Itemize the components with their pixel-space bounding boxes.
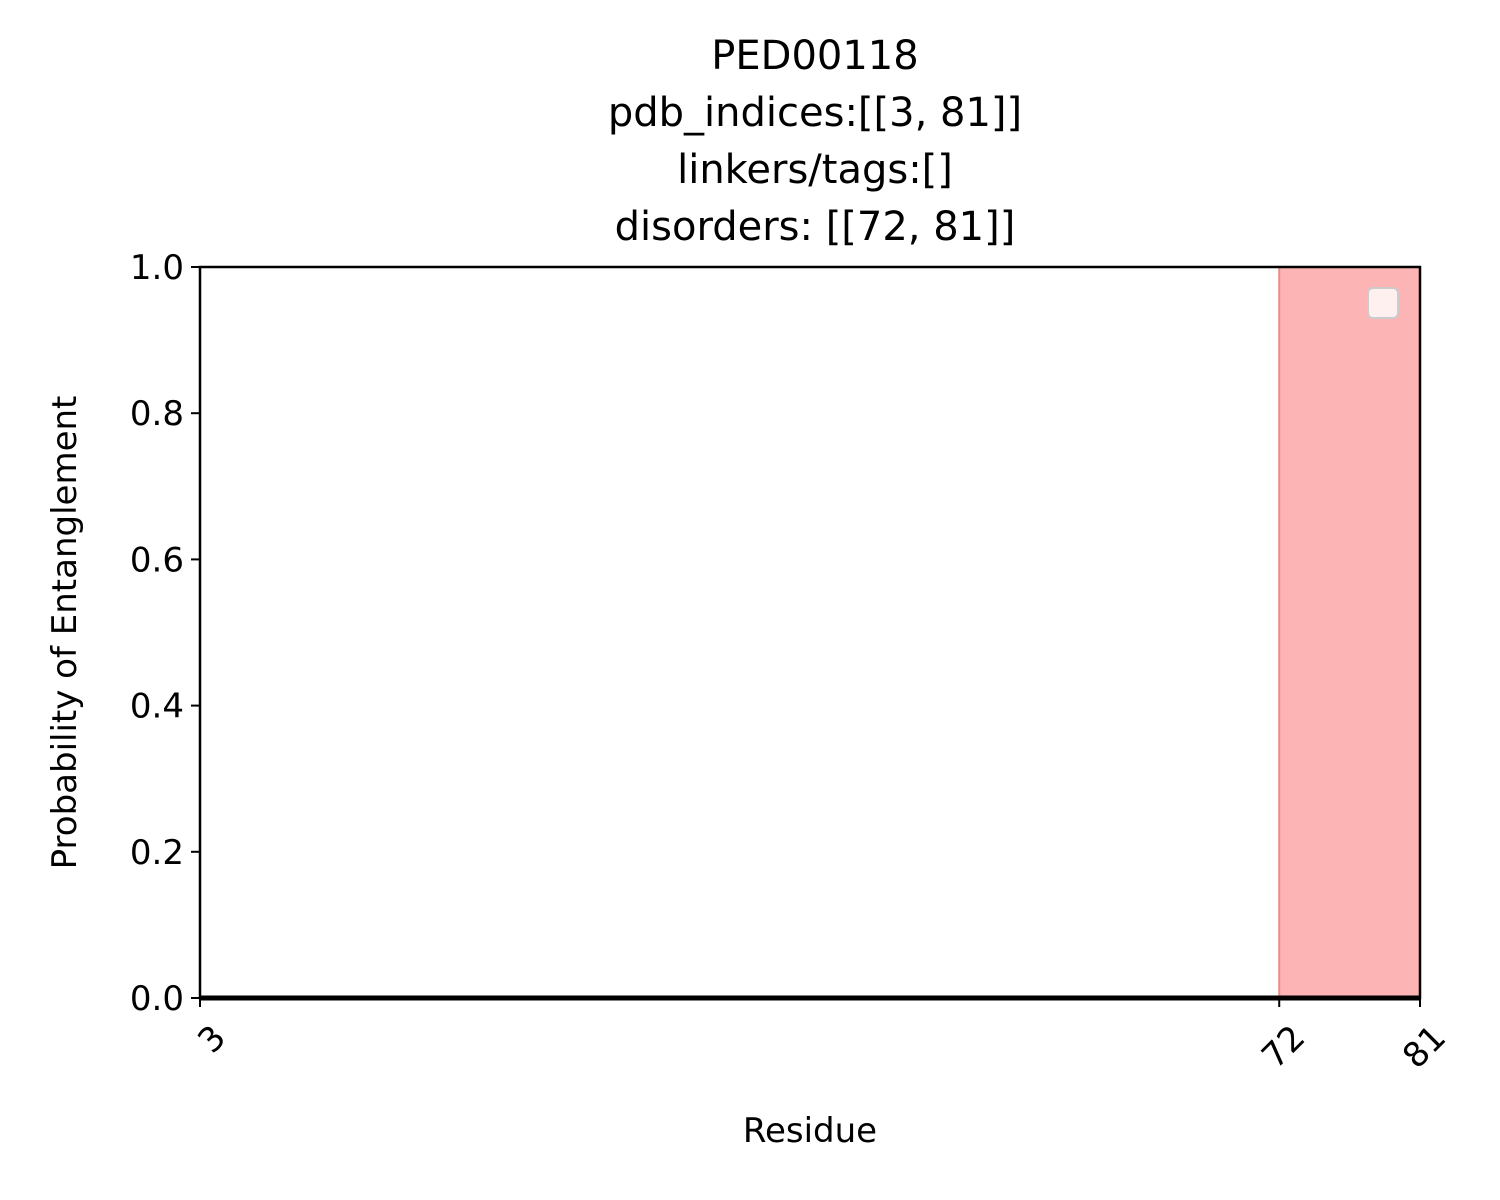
title-line-3: linkers/tags:[] [677, 147, 953, 193]
y-tick-label: 0.4 [130, 687, 184, 727]
disorder-region-0 [1279, 267, 1420, 998]
title-line-1: PED00118 [711, 33, 919, 79]
y-axis-ticks: 0.0 0.2 0.4 0.6 0.8 1.0 [130, 248, 200, 1019]
chart-title: PED00118 pdb_indices:[[3, 81]] linkers/t… [210, 28, 1420, 256]
title-line-2: pdb_indices:[[3, 81]] [607, 90, 1023, 136]
x-tick-label: 3 [190, 1018, 234, 1062]
legend-box [1367, 287, 1399, 319]
x-axis-label: Residue [743, 1111, 877, 1151]
y-tick-label: 1.0 [130, 248, 184, 288]
y-tick-label: 0.2 [130, 833, 184, 873]
title-line-4: disorders: [[72, 81]] [614, 204, 1016, 250]
legend [1367, 287, 1399, 319]
y-tick-label: 0.6 [130, 540, 184, 580]
shaded-regions [1278, 267, 1420, 998]
y-tick-label: 0.8 [130, 394, 184, 434]
y-axis-label: Probability of Entanglement [45, 396, 85, 870]
y-tick-label: 0.0 [130, 979, 184, 1019]
x-axis-ticks: 3 72 81 [190, 998, 1454, 1076]
x-tick-label: 81 [1395, 1018, 1454, 1077]
plot-frame [198, 265, 1422, 1000]
x-tick-label: 72 [1254, 1018, 1313, 1077]
